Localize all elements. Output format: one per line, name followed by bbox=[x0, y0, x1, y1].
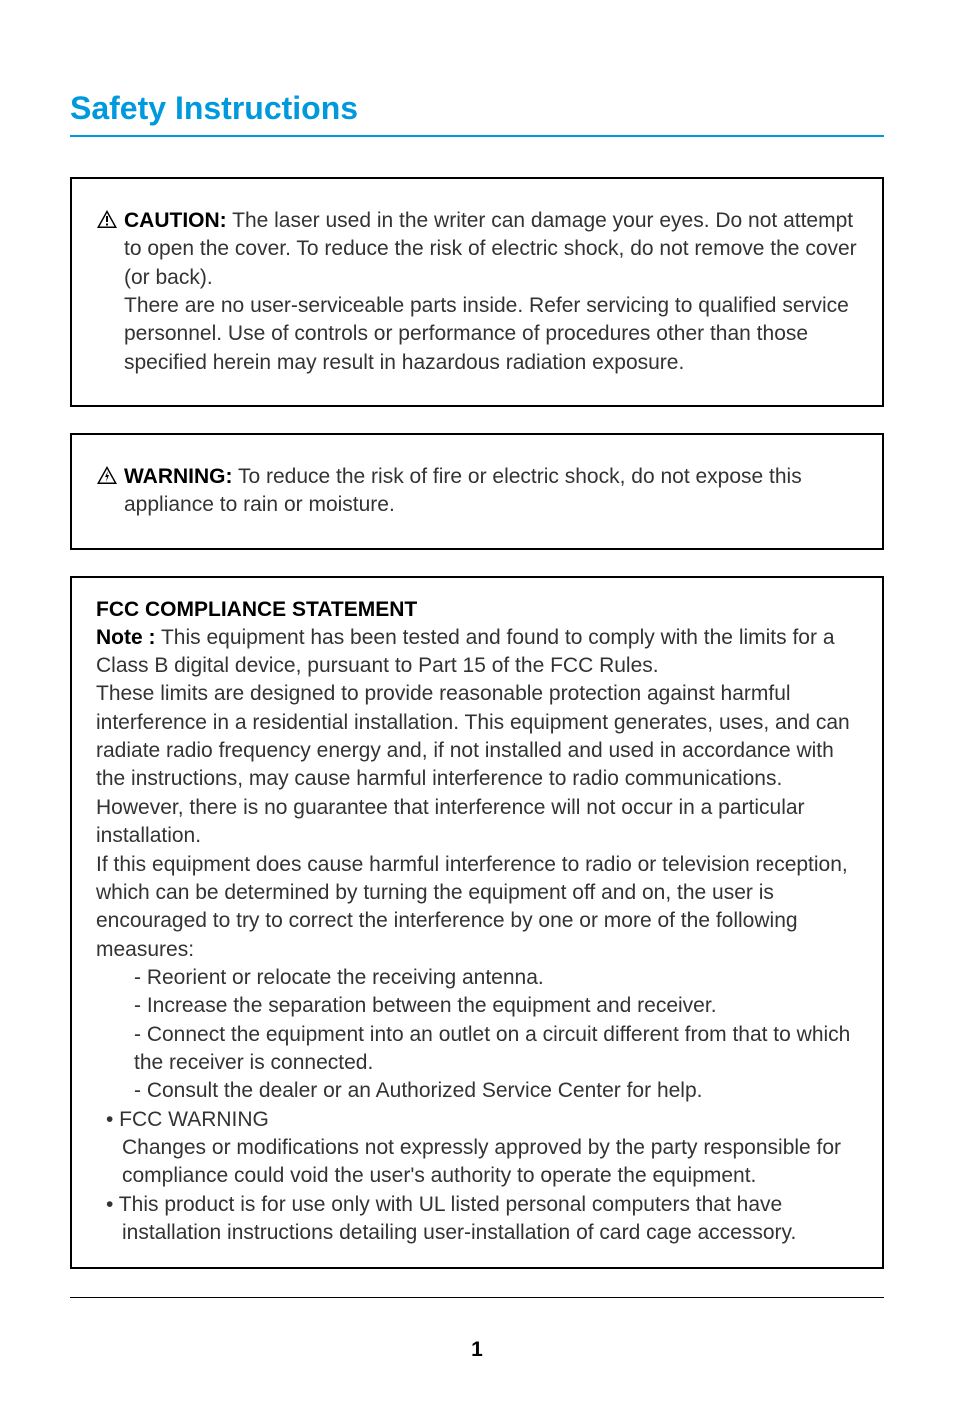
fcc-heading: FCC COMPLIANCE STATEMENT bbox=[96, 598, 858, 622]
fcc-para1: These limits are designed to provide rea… bbox=[96, 682, 850, 847]
warning-label: WARNING: bbox=[124, 465, 233, 488]
footer-divider bbox=[70, 1297, 884, 1298]
fcc-box: FCC COMPLIANCE STATEMENT Note : This equ… bbox=[70, 576, 884, 1270]
fcc-measure-item: - Reorient or relocate the receiving ant… bbox=[134, 964, 858, 992]
fcc-bullet-1-label: • FCC WARNING bbox=[106, 1106, 858, 1134]
fcc-measures-list: - Reorient or relocate the receiving ant… bbox=[96, 964, 858, 1106]
fcc-measure-item: - Consult the dealer or an Authorized Se… bbox=[134, 1077, 858, 1105]
page-number: 1 bbox=[70, 1338, 884, 1362]
caution-text-block: CAUTION: The laser used in the writer ca… bbox=[124, 207, 858, 377]
caution-text-2: There are no user-serviceable parts insi… bbox=[124, 294, 849, 374]
page-title: Safety Instructions bbox=[70, 90, 884, 127]
caution-triangle-icon bbox=[96, 209, 118, 234]
fcc-bullet-2-text: • This product is for use only with UL l… bbox=[106, 1191, 858, 1248]
fcc-measure-item: - Connect the equipment into an outlet o… bbox=[134, 1021, 858, 1078]
caution-text-1: The laser used in the writer can damage … bbox=[124, 209, 857, 289]
warning-box: WARNING: To reduce the risk of fire or e… bbox=[70, 433, 884, 550]
warning-triangle-icon bbox=[96, 465, 118, 490]
warning-text-block: WARNING: To reduce the risk of fire or e… bbox=[124, 463, 858, 520]
title-underline bbox=[70, 135, 884, 137]
fcc-bullet-2: • This product is for use only with UL l… bbox=[96, 1191, 858, 1248]
fcc-para2: If this equipment does cause harmful int… bbox=[96, 853, 848, 961]
fcc-note-label: Note : bbox=[96, 626, 156, 649]
caution-box: CAUTION: The laser used in the writer ca… bbox=[70, 177, 884, 407]
fcc-measure-item: - Increase the separation between the eq… bbox=[134, 992, 858, 1020]
fcc-bullet-1: • FCC WARNING Changes or modifications n… bbox=[96, 1106, 858, 1191]
fcc-bullet-1-text: Changes or modifications not expressly a… bbox=[106, 1134, 858, 1191]
fcc-body: Note : This equipment has been tested an… bbox=[96, 624, 858, 1248]
caution-label: CAUTION: bbox=[124, 209, 227, 232]
fcc-note-text: This equipment has been tested and found… bbox=[96, 626, 835, 677]
